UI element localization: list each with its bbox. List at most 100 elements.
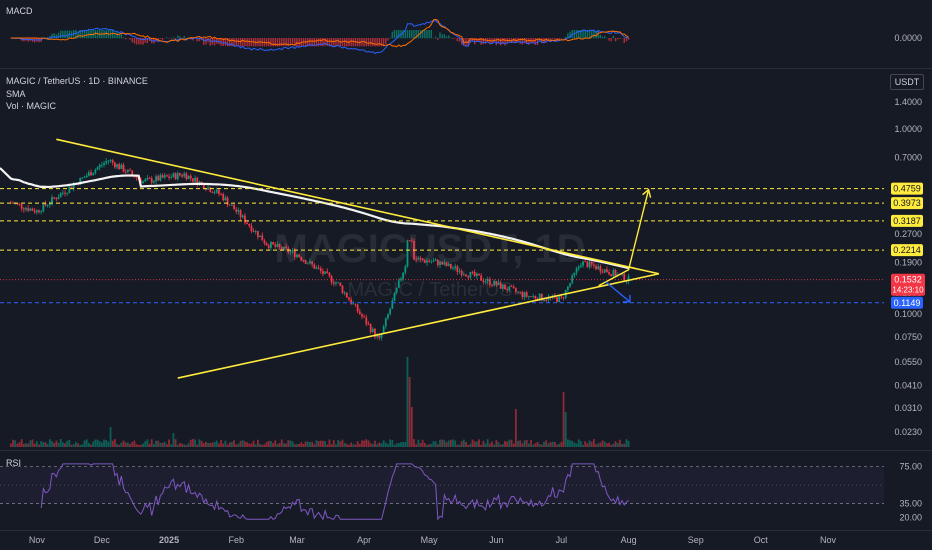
volume-bar: [356, 441, 359, 447]
candle-body: [215, 189, 218, 193]
macd-bar: [62, 30, 64, 39]
volume-bar: [534, 443, 537, 447]
macd-bar: [272, 38, 274, 47]
candle-body: [612, 270, 615, 277]
volume-bar: [20, 439, 23, 447]
pane-separator-top[interactable]: [0, 68, 932, 69]
volume-bar: [192, 439, 194, 447]
macd-bar: [53, 33, 55, 39]
volume-bar: [83, 440, 86, 447]
candle-body: [241, 215, 244, 218]
macd-bar: [402, 30, 404, 39]
volume-bar: [456, 444, 459, 447]
symbol-title[interactable]: MAGIC / TetherUS · 1D · BINANCE: [6, 76, 148, 86]
volume-bar: [152, 444, 155, 447]
macd-bar: [285, 38, 287, 47]
candle-body: [475, 273, 478, 277]
rsi-tick-label: 35.00: [899, 499, 922, 509]
candle-body: [391, 300, 394, 309]
candle-body: [400, 278, 402, 281]
price-tick-label: 0.1000: [894, 309, 922, 319]
macd-bar: [57, 32, 60, 39]
candle-body: [458, 270, 461, 272]
candle-body: [389, 308, 392, 315]
currency-badge[interactable]: USDT: [890, 74, 924, 90]
macd-bar: [421, 30, 424, 39]
macd-bar: [135, 38, 138, 45]
macd-bar: [565, 36, 567, 39]
candle-body: [445, 262, 448, 266]
candle-body: [248, 223, 251, 226]
candle-body: [311, 261, 314, 265]
volume-bar: [345, 443, 348, 447]
volume-bar: [211, 442, 214, 447]
candle-body: [168, 176, 170, 178]
candle-body: [473, 272, 476, 277]
volume-bar: [352, 444, 355, 447]
candle-body: [584, 261, 587, 263]
candle-body: [90, 172, 92, 176]
volume-bar: [579, 441, 582, 447]
macd-bar: [382, 38, 385, 47]
macd-bar: [508, 38, 511, 42]
macd-bar: [229, 38, 231, 47]
volume-bar: [298, 444, 301, 447]
candle-body: [289, 251, 292, 253]
volume-bar: [300, 442, 303, 447]
candle-body: [376, 335, 379, 338]
macd-bar: [612, 35, 615, 39]
volume-bar: [135, 444, 138, 447]
volume-bar: [14, 440, 17, 447]
candle-body: [53, 197, 56, 199]
macd-bar: [213, 38, 216, 46]
candle-body: [384, 318, 387, 327]
volume-bar: [207, 442, 209, 447]
volume-bar: [12, 439, 14, 447]
macd-bar: [105, 30, 107, 39]
candle-body: [571, 275, 574, 284]
candle-body: [226, 197, 229, 205]
volume-bar: [165, 444, 168, 447]
macd-bar: [226, 38, 229, 47]
macd-bar: [75, 30, 77, 39]
macd-bar: [205, 38, 207, 45]
volume-bar: [417, 439, 420, 447]
volume-bar: [354, 444, 357, 447]
sma-label[interactable]: SMA: [6, 89, 26, 99]
rsi-label[interactable]: RSI: [6, 458, 22, 468]
macd-bar: [179, 36, 181, 39]
macd-bar: [627, 38, 630, 40]
macd-bar: [586, 30, 589, 39]
candle-body: [415, 259, 418, 261]
candle-body: [436, 259, 439, 266]
volume-bar: [436, 444, 439, 447]
pane-separator-bottom[interactable]: [0, 450, 932, 451]
candle-body: [350, 299, 353, 304]
volume-bar: [588, 440, 591, 447]
macd-bar: [224, 38, 227, 46]
candle-body: [100, 164, 103, 166]
volume-bar: [309, 441, 311, 447]
candle-body: [543, 299, 545, 301]
macd-bar: [580, 30, 582, 39]
volume-bar: [98, 440, 101, 447]
macd-bar: [599, 34, 602, 39]
macd-bar: [142, 38, 144, 45]
macd-bar: [560, 38, 563, 39]
volume-bar: [244, 441, 246, 447]
macd-bar: [296, 38, 298, 47]
candle-body: [280, 246, 283, 250]
macd-bar: [114, 33, 116, 39]
volume-bar: [510, 439, 513, 447]
candle-body: [183, 173, 186, 177]
volume-bar: [480, 444, 483, 447]
candle-body: [382, 326, 385, 334]
volume-bar: [363, 440, 366, 447]
volume-bar: [499, 444, 502, 447]
macd-bar: [322, 38, 324, 47]
candle-body: [298, 254, 301, 257]
candle-body: [129, 169, 131, 171]
volume-bar: [90, 444, 92, 447]
vol-label[interactable]: Vol · MAGIC: [6, 101, 57, 111]
